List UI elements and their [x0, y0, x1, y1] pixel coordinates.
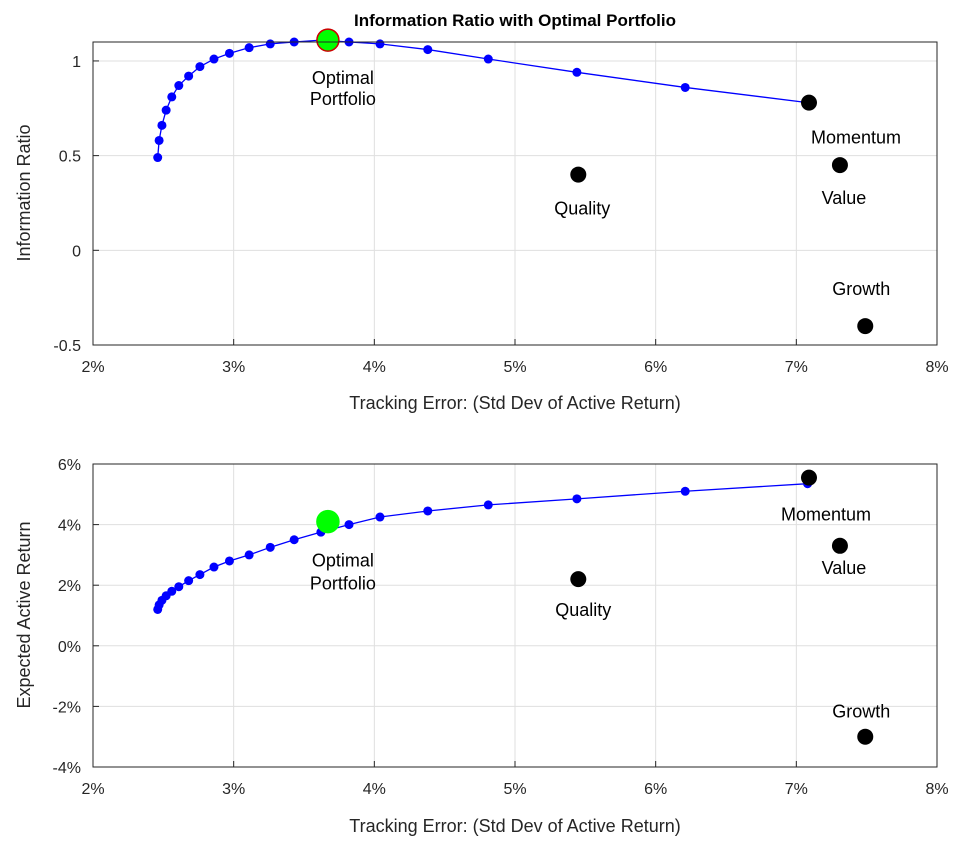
optimal-portfolio-label: Portfolio	[310, 574, 376, 594]
asset-point	[800, 469, 817, 486]
axes-information-ratio: Momentum Value Quality Growth OptimalPortfol…	[14, 28, 949, 413]
y-tick-label: 6%	[58, 457, 81, 474]
y-axis-label: Information Ratio	[14, 124, 34, 261]
frontier-point	[167, 92, 177, 102]
chart-title: Information Ratio with Optimal Portfolio	[354, 11, 676, 30]
x-tick-label: 5%	[503, 359, 526, 376]
frontier-point	[265, 39, 275, 49]
frontier-point	[167, 586, 177, 596]
frontier-point	[265, 542, 275, 552]
frontier-point	[680, 82, 690, 92]
frontier-point	[224, 48, 234, 58]
y-tick-label: 0%	[58, 639, 81, 656]
optimal-portfolio-label: Optimal	[312, 551, 374, 571]
frontier-point	[157, 120, 167, 130]
optimal-portfolio-label: Optimal	[312, 68, 374, 88]
y-axis-label: Expected Active Return	[14, 521, 34, 708]
optimal-portfolio-point	[316, 28, 340, 52]
frontier-point	[244, 43, 254, 53]
asset-point	[857, 318, 874, 335]
x-tick-label: 8%	[925, 781, 948, 798]
asset-label: Growth	[832, 279, 890, 299]
y-tick-label: 4%	[58, 518, 81, 535]
frontier-point	[174, 81, 184, 91]
frontier-point	[680, 486, 690, 496]
optimal-portfolio-label: Portfolio	[310, 89, 376, 109]
frontier-point	[161, 105, 171, 115]
asset-markers: Momentum Value Quality Growth Optimal Portfol…	[310, 469, 890, 745]
asset-point	[831, 157, 848, 174]
x-tick-label: 4%	[363, 359, 386, 376]
x-tick-label: 3%	[222, 359, 245, 376]
x-tick-label: 6%	[644, 359, 667, 376]
frontier-point	[423, 506, 433, 516]
asset-point	[800, 94, 817, 111]
y-tick-label: -0.5	[53, 338, 81, 355]
y-tick-label: -2%	[53, 699, 81, 716]
x-tick-label: 8%	[925, 359, 948, 376]
asset-label: Value	[822, 188, 867, 208]
frontier-point	[572, 67, 582, 77]
y-tick-label: 1	[72, 54, 81, 71]
asset-point	[857, 728, 874, 745]
grid	[93, 464, 937, 767]
tick-labels: 2% 3% 4% 5% 6% 7% 8% -4% -2% 0% 2% 4% 6%	[53, 457, 949, 798]
frontier-point	[184, 71, 194, 81]
frontier-point	[483, 500, 493, 510]
frontier-point	[209, 562, 219, 572]
frontier-point	[375, 39, 385, 49]
asset-label: Quality	[555, 600, 611, 620]
x-tick-label: 6%	[644, 781, 667, 798]
x-tick-label: 5%	[503, 781, 526, 798]
frontier-point	[344, 520, 354, 530]
tick-labels: 2% 3% 4% 5% 6% 7% 8% -0.5 0 0.5 1	[53, 54, 948, 376]
asset-point	[831, 537, 848, 554]
x-tick-label: 7%	[785, 359, 808, 376]
frontier-point	[483, 54, 493, 64]
x-tick-label: 4%	[363, 781, 386, 798]
frontier-point	[423, 45, 433, 55]
axes-frame	[92, 463, 938, 768]
frontier-point	[375, 512, 385, 522]
axes-frame	[92, 41, 938, 346]
asset-point	[570, 166, 587, 183]
x-axis-label: Tracking Error: (Std Dev of Active Retur…	[349, 393, 680, 413]
frontier-point	[209, 54, 219, 64]
frontier-point	[195, 62, 205, 72]
frontier	[153, 479, 813, 614]
frontier-point	[224, 556, 234, 566]
x-tick-label: 2%	[81, 781, 104, 798]
optimal-portfolio-point	[316, 509, 340, 534]
asset-markers: Momentum Value Quality Growth OptimalPortfol…	[310, 28, 901, 335]
frontier-point	[184, 576, 194, 586]
x-tick-label: 7%	[785, 781, 808, 798]
x-axis-label: Tracking Error: (Std Dev of Active Retur…	[349, 816, 680, 836]
frontier-point	[174, 582, 184, 592]
frontier-point	[289, 535, 299, 545]
frontier-point	[154, 135, 164, 145]
asset-label: Growth	[832, 702, 890, 722]
x-tick-label: 3%	[222, 781, 245, 798]
frontier-point	[153, 153, 163, 163]
x-tick-label: 2%	[81, 359, 104, 376]
asset-label: Momentum	[781, 505, 871, 525]
asset-label: Value	[822, 558, 867, 578]
axes-expected-active-return: Momentum Value Quality Growth Optimal Portfol…	[14, 457, 949, 836]
y-tick-label: -4%	[53, 760, 81, 777]
grid	[93, 42, 937, 345]
frontier-point	[244, 550, 254, 560]
y-tick-label: 0.5	[59, 149, 81, 166]
frontier-point	[572, 494, 582, 504]
asset-label: Momentum	[811, 128, 901, 148]
asset-label: Quality	[554, 199, 610, 219]
y-tick-label: 2%	[58, 578, 81, 595]
asset-point	[570, 571, 587, 588]
y-tick-label: 0	[72, 243, 81, 260]
frontier-point	[195, 570, 205, 580]
